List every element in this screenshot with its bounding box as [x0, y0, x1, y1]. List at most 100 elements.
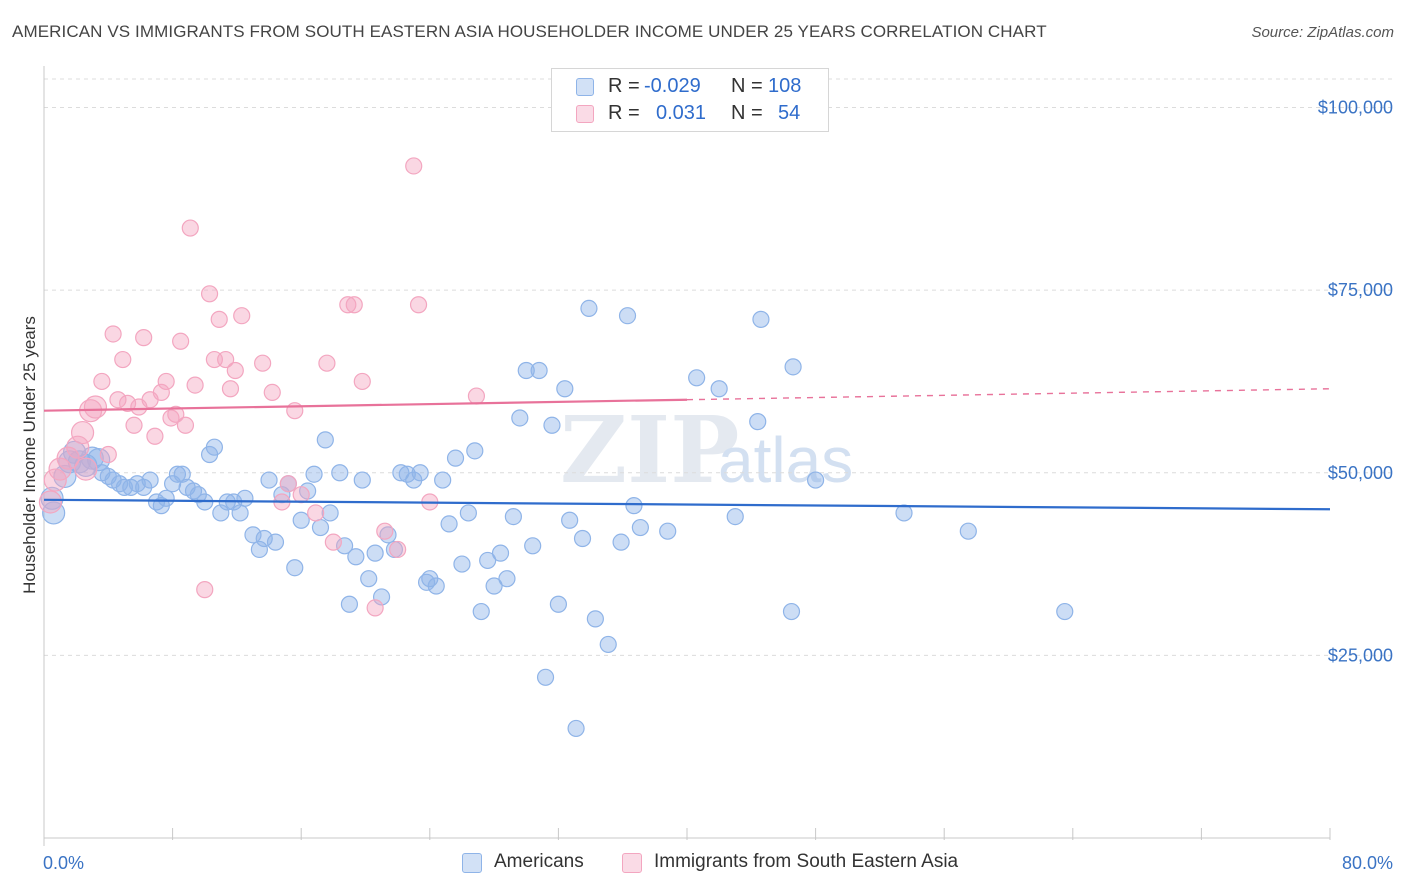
- legend-swatch-immigrants: [576, 105, 594, 123]
- point-immigrants: [186, 376, 204, 394]
- point-immigrants: [339, 296, 357, 314]
- point-americans: [347, 548, 365, 566]
- point-americans: [205, 438, 223, 456]
- point-americans: [311, 518, 330, 537]
- correlation-legend: R = -0.029 N = 108 R = 0.031 N = 54: [551, 68, 829, 132]
- legend-n-label: N =: [731, 75, 763, 97]
- point-americans: [316, 431, 334, 449]
- point-immigrants: [135, 329, 153, 347]
- point-americans: [273, 486, 291, 504]
- point-americans: [266, 533, 285, 551]
- point-immigrants: [99, 445, 117, 464]
- trend-line-americans: [43, 498, 1331, 511]
- point-americans: [543, 416, 561, 434]
- legend-swatch-americans: [576, 78, 594, 96]
- point-immigrants: [167, 405, 185, 423]
- point-americans: [173, 465, 191, 483]
- point-americans: [434, 471, 452, 489]
- point-americans: [231, 504, 249, 522]
- point-immigrants: [405, 157, 423, 175]
- point-americans: [752, 310, 770, 328]
- point-americans: [440, 515, 458, 533]
- point-americans: [536, 668, 555, 686]
- legend-n-value: 54: [778, 102, 801, 124]
- trend-line-immigrants-dashed: [686, 388, 1331, 401]
- trend-line-immigrants: [43, 398, 688, 412]
- point-americans: [411, 464, 429, 482]
- point-americans: [459, 504, 477, 522]
- point-americans: [556, 380, 574, 398]
- point-americans: [599, 635, 617, 654]
- point-americans: [618, 307, 637, 325]
- point-americans: [212, 504, 230, 522]
- point-americans: [498, 570, 516, 588]
- point-americans: [573, 529, 592, 548]
- point-americans: [115, 478, 133, 496]
- point-americans: [784, 358, 802, 376]
- point-immigrants: [109, 391, 127, 409]
- point-immigrants: [70, 420, 95, 445]
- point-immigrants: [254, 354, 272, 372]
- point-immigrants: [104, 325, 122, 343]
- point-immigrants: [353, 372, 371, 391]
- point-americans: [286, 559, 304, 577]
- point-immigrants: [83, 395, 108, 419]
- chart-title: AMERICAN VS IMMIGRANTS FROM SOUTH EASTER…: [12, 22, 1047, 41]
- trend-lines: [43, 388, 1331, 511]
- point-americans: [392, 464, 410, 482]
- point-americans: [688, 369, 706, 387]
- point-americans: [749, 413, 767, 431]
- point-immigrants: [152, 383, 170, 402]
- point-americans: [427, 577, 445, 595]
- point-americans: [530, 361, 548, 380]
- point-americans: [168, 465, 187, 483]
- point-americans: [517, 361, 535, 380]
- bottom-legend-swatch-americans: [462, 853, 482, 873]
- source-credit: Source: ZipAtlas.com: [1251, 24, 1394, 41]
- bottom-legend-label: Immigrants from South Eastern Asia: [654, 851, 959, 872]
- point-americans: [549, 595, 568, 613]
- point-americans: [806, 471, 825, 489]
- point-immigrants: [210, 310, 228, 328]
- point-americans: [511, 409, 529, 427]
- point-americans: [504, 507, 522, 526]
- point-immigrants: [233, 307, 251, 325]
- point-americans: [336, 537, 354, 555]
- point-americans: [353, 471, 371, 489]
- point-americans: [567, 719, 585, 738]
- point-immigrants: [226, 361, 244, 380]
- point-americans: [586, 610, 604, 628]
- point-americans: [340, 595, 359, 613]
- y-axis-title: Householder Income Under 25 years: [20, 316, 39, 594]
- point-americans: [305, 465, 323, 483]
- x-tick-label-max: 80.0%: [1342, 853, 1393, 873]
- point-immigrants: [200, 285, 219, 303]
- y-tick-label: $100,000: [1318, 98, 1393, 118]
- point-americans: [372, 588, 391, 606]
- watermark-atlas: atlas: [718, 424, 853, 496]
- point-americans: [466, 442, 484, 460]
- point-immigrants: [307, 504, 325, 522]
- point-immigrants: [38, 490, 63, 514]
- point-immigrants: [43, 468, 67, 492]
- point-americans: [360, 570, 378, 588]
- point-immigrants: [176, 416, 195, 434]
- point-immigrants: [389, 540, 407, 559]
- watermark-zip: ZIP: [560, 396, 739, 504]
- point-americans: [561, 511, 579, 529]
- legend-n-label: N =: [731, 102, 763, 124]
- axes: [43, 66, 1331, 846]
- point-americans: [959, 522, 977, 540]
- bottom-legend-label: Americans: [494, 851, 584, 872]
- point-immigrants: [345, 296, 363, 314]
- point-americans: [157, 489, 175, 507]
- point-immigrants: [467, 387, 486, 405]
- point-immigrants: [93, 372, 111, 391]
- legend-r-label: R =: [608, 102, 640, 124]
- point-americans: [1056, 602, 1074, 621]
- point-immigrants: [409, 296, 428, 314]
- bottom-legend-swatch-immigrants: [622, 853, 642, 873]
- point-immigrants: [125, 416, 143, 434]
- point-americans: [726, 507, 744, 526]
